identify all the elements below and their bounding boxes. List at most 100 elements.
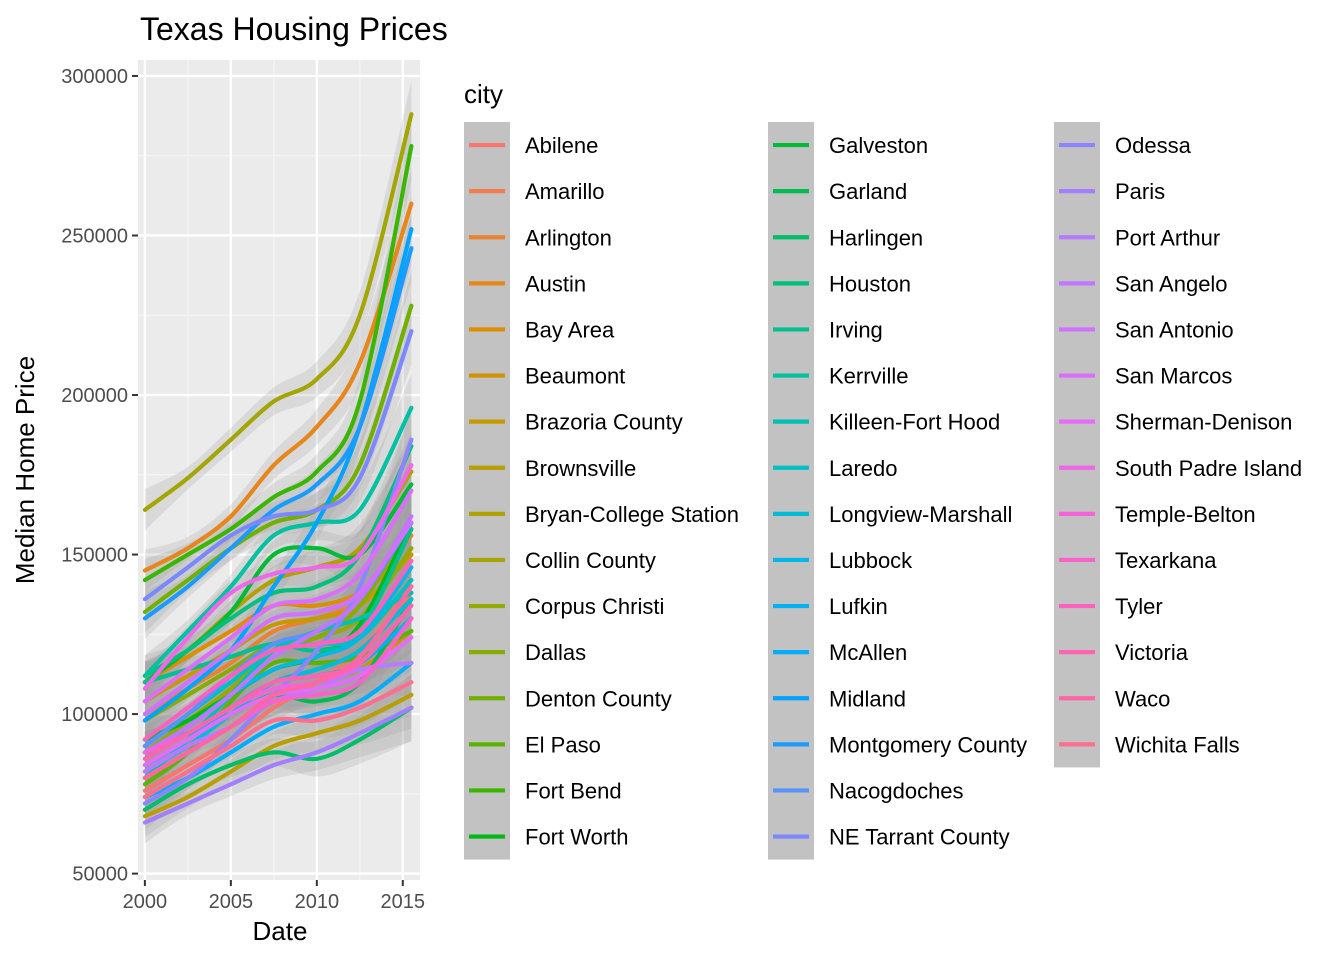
legend-label: Fort Bend [525,778,622,803]
legend-key-background [768,122,814,860]
legend-label: Galveston [829,133,928,158]
legend-label: Paris [1115,179,1165,204]
legend-label: San Angelo [1115,271,1228,296]
legend-label: Laredo [829,456,898,481]
y-tick-label: 300000 [61,66,128,88]
series-line [142,705,414,812]
series-line [142,603,414,761]
confidence-band [144,521,412,703]
legend-label: Irving [829,317,883,342]
series-line [142,144,414,583]
confidence-band [144,450,412,703]
series-line [142,303,414,615]
series-line [142,584,414,780]
legend-label: Amarillo [525,179,604,204]
x-axis: 2000 2005 2010 2015 [123,880,425,913]
legend-label: Nacogdoches [829,778,964,803]
legend-label: Longview-Marshall [829,502,1012,527]
legend-label: South Padre Island [1115,456,1302,481]
legend-label: Wichita Falls [1115,732,1240,757]
series-line [142,463,414,691]
legend-label: Midland [829,686,906,711]
legend-label: Corpus Christi [525,594,664,619]
legend-label: Arlington [525,225,612,250]
legend-label: Brownsville [525,456,636,481]
legend-label: Temple-Belton [1115,502,1256,527]
legend-label: Brazoria County [525,410,683,435]
legend-label: Fort Worth [525,825,629,850]
confidence-band [144,112,412,601]
series-line [142,514,414,755]
confidence-band [144,482,412,774]
legend-label: McAllen [829,640,907,665]
legend-label: Waco [1115,686,1170,711]
confidence-band [144,559,412,812]
legend-label: Denton County [525,686,672,711]
series-line [142,705,414,825]
x-tick-label: 2010 [295,891,340,913]
legend-label: Tyler [1115,594,1163,619]
legend-label: Victoria [1115,640,1189,665]
legend-label: NE Tarrant County [829,825,1010,850]
series-line [142,520,414,717]
x-tick-label: 2005 [209,891,254,913]
confidence-band [144,80,412,531]
series-line [142,680,414,800]
series-line [142,405,414,678]
legend-label: Bryan-College Station [525,502,739,527]
legend-label: Beaumont [525,364,625,389]
y-axis: 50000 100000 150000 200000 250000 300000 [61,66,138,886]
series-line [142,558,414,742]
confidence-band [144,674,412,844]
confidence-band [144,546,412,767]
legend-title: city [464,79,503,109]
legend-label: Lufkin [829,594,888,619]
confidence-band [144,457,412,723]
legend-label: Odessa [1115,133,1192,158]
legend-label: Abilene [525,133,598,158]
chart-title: Texas Housing Prices [140,11,448,47]
series-line [142,692,414,819]
legend-label: Montgomery County [829,732,1027,757]
x-axis-title: Date [253,916,308,946]
legend-label: Sherman-Denison [1115,410,1292,435]
legend-label: Austin [525,271,586,296]
y-tick-label: 100000 [61,704,128,726]
legend-label: Killeen-Fort Hood [829,410,1000,435]
confidence-band [144,412,412,697]
series-line [142,246,414,621]
series-lines [142,112,414,825]
x-tick-label: 2015 [381,891,426,913]
legend-label: Garland [829,179,907,204]
series-line [142,488,414,704]
legend-label: Collin County [525,548,656,573]
y-tick-label: 250000 [61,225,128,247]
y-tick-label: 200000 [61,385,128,407]
x-tick-label: 2000 [123,891,168,913]
legend-label: San Antonio [1115,317,1234,342]
legend-label: Lubbock [829,548,913,573]
legend-label: Kerrville [829,364,908,389]
series-line [142,201,414,573]
y-axis-title: Median Home Price [10,356,40,584]
legend-label: Port Arthur [1115,225,1220,250]
legend-label: El Paso [525,732,601,757]
legend-key-background [1054,122,1100,768]
confidence-band [144,495,412,703]
legend-label: Bay Area [525,317,615,342]
legend: Abilene Amarillo Arlington Austin Bay Area Be… [464,122,1302,860]
legend-label: Dallas [525,640,586,665]
confidence-band [144,489,412,742]
legend-label: Harlingen [829,225,923,250]
y-tick-label: 50000 [72,864,128,886]
legend-label: San Marcos [1115,364,1232,389]
legend-label: Houston [829,271,911,296]
confidence-band [144,374,412,697]
confidence-band [144,170,412,592]
legend-label: Texarkana [1115,548,1217,573]
legend-key-background [464,122,510,860]
series-line [142,112,414,512]
confidence-band [144,648,412,818]
y-tick-label: 150000 [61,545,128,567]
